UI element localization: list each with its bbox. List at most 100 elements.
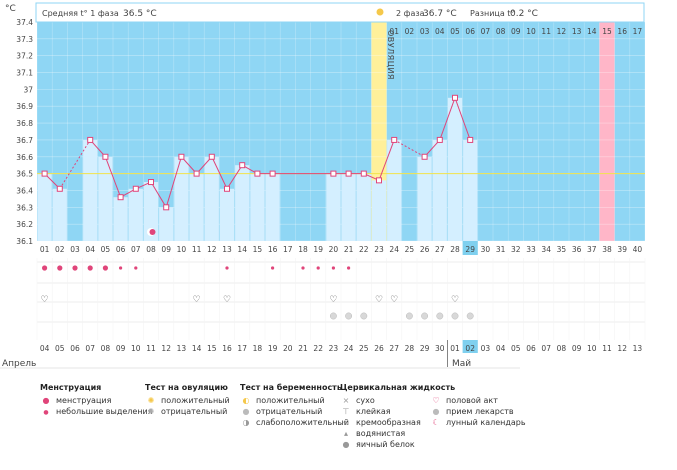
calendar-date-label: 20 (283, 344, 293, 353)
temp-bar (326, 173, 341, 241)
temp-line-dashed (59, 139, 91, 190)
phase2-day-label: 17 (633, 27, 643, 36)
legend-label: клейкая (356, 407, 391, 416)
calendar-date-label: 08 (101, 344, 111, 353)
temp-line-dashed (393, 139, 425, 158)
temp-bar (37, 173, 52, 241)
cycle-day-label: 35 (557, 245, 567, 254)
temp-line (378, 139, 395, 181)
calendar-date-label: 15 (207, 344, 217, 353)
legend-label: половой акт (446, 396, 498, 405)
diff-label: Разница t° (470, 9, 514, 18)
cycle-day-label: 17 (283, 245, 293, 254)
legend-label: прием лекарств (446, 407, 514, 416)
temp-point (117, 194, 124, 201)
y-tick-label: 36.8 (16, 119, 33, 128)
phase2-day-label: 08 (496, 27, 506, 36)
legend-menstruation-title: Менструация (40, 383, 102, 392)
legend-cervical: Цервикальная жидкость × сухо ⊤ клейкая ∿ кр… (340, 383, 455, 450)
small-drop-icon (347, 266, 351, 270)
calendar-date-label: 27 (389, 344, 399, 353)
calendar-date-label: 12 (617, 344, 627, 353)
cycle-day-label: 07 (131, 245, 141, 254)
calendar-date-label: 24 (344, 344, 354, 353)
y-tick-label: 36.1 (16, 237, 33, 246)
test-negative-icon: ● (242, 407, 250, 416)
legend-pregnancy-title: Тест на беременность (240, 383, 342, 392)
phase2-day-label: 09 (511, 27, 521, 36)
temp-point (345, 170, 352, 177)
temp-point (208, 153, 215, 160)
pill-icon (405, 312, 413, 320)
temp-bar (463, 139, 478, 241)
phase2-day-label: 05 (450, 27, 460, 36)
cycle-day-label: 10 (177, 245, 187, 254)
calendar-date-label: 07 (85, 344, 95, 353)
temp-point (376, 177, 382, 184)
drop-icon (72, 265, 78, 271)
cycle-day-label: 32 (511, 245, 521, 254)
cycle-day-label: 33 (526, 245, 536, 254)
phase2-day-label: 16 (617, 27, 627, 36)
phase2-day-label: 10 (526, 27, 536, 36)
y-tick-label: 36.9 (16, 102, 33, 111)
legend-item: ● небольшие выделения (40, 406, 152, 417)
cycle-day-label: 39 (617, 245, 627, 254)
moon-icon: ☾ (432, 418, 440, 427)
heart-icon: ♡ (375, 295, 383, 305)
cycle-day-label: 03 (70, 245, 80, 254)
legend-label: отрицательный (161, 407, 228, 416)
pill-icon (466, 312, 474, 320)
calendar-date-label: 21 (298, 344, 308, 353)
header-bar (35, 2, 645, 23)
pill-icon (421, 312, 429, 320)
drop-icon (102, 265, 108, 271)
y-tick-label: 36.6 (16, 153, 33, 162)
calendar-date-label: 08 (557, 344, 567, 353)
heart-icon: ♡ (432, 396, 440, 405)
temp-point (421, 153, 428, 160)
y-tick-label: 36.4 (16, 186, 33, 195)
watery-icon: ▴ (343, 429, 348, 438)
temp-bar (387, 139, 402, 241)
temp-bar (174, 156, 189, 241)
legend-label: положительный (256, 396, 325, 405)
cycle-day-label: 24 (389, 245, 399, 254)
cycle-day-label: 09 (161, 245, 171, 254)
temp-point (254, 170, 261, 177)
y-tick-label: 37 (23, 85, 33, 94)
calendar-date-label: 10 (131, 344, 141, 353)
cycle-day-label: 06 (116, 245, 126, 254)
unit-label: °C (5, 4, 16, 14)
cycle-day-label: 14 (237, 245, 247, 254)
phase1-value: 36.5 °C (123, 9, 157, 19)
calendar-date-label: 25 (359, 344, 369, 353)
heart-icon: ♡ (41, 295, 49, 305)
temp-point (148, 179, 154, 186)
drop-icon (42, 265, 48, 271)
calendar-date-label: 28 (405, 344, 415, 353)
legend-item: ✺ отрицательный (145, 406, 230, 417)
temp-point (436, 136, 443, 143)
cycle-day-label: 22 (359, 245, 369, 254)
calendar-date-label: 23 (329, 344, 339, 353)
temp-bar (159, 207, 174, 241)
heart-icon: ♡ (223, 295, 231, 305)
legend-label: яичный белок (356, 440, 415, 449)
calendar-date-label: 01 (450, 344, 460, 353)
legend-item: ◐ положительный (240, 395, 349, 406)
phase1-label: Средняя t° 1 фаза (42, 9, 119, 18)
cycle-day-label: 30 (481, 245, 491, 254)
legend-label: водянистая (356, 429, 406, 438)
drop-icon: ● (42, 396, 50, 405)
creamy-icon: ∿ (342, 418, 350, 427)
cycle-day-label: 12 (207, 245, 217, 254)
legend-item: ✺ положительный (145, 395, 230, 406)
pill-icon (360, 312, 368, 320)
y-tick-label: 36.3 (16, 203, 33, 212)
cycle-day-label: 28 (450, 245, 460, 254)
phase2-day-label: 07 (481, 27, 491, 36)
temp-bar (417, 156, 432, 241)
small-drop-icon (119, 266, 123, 270)
